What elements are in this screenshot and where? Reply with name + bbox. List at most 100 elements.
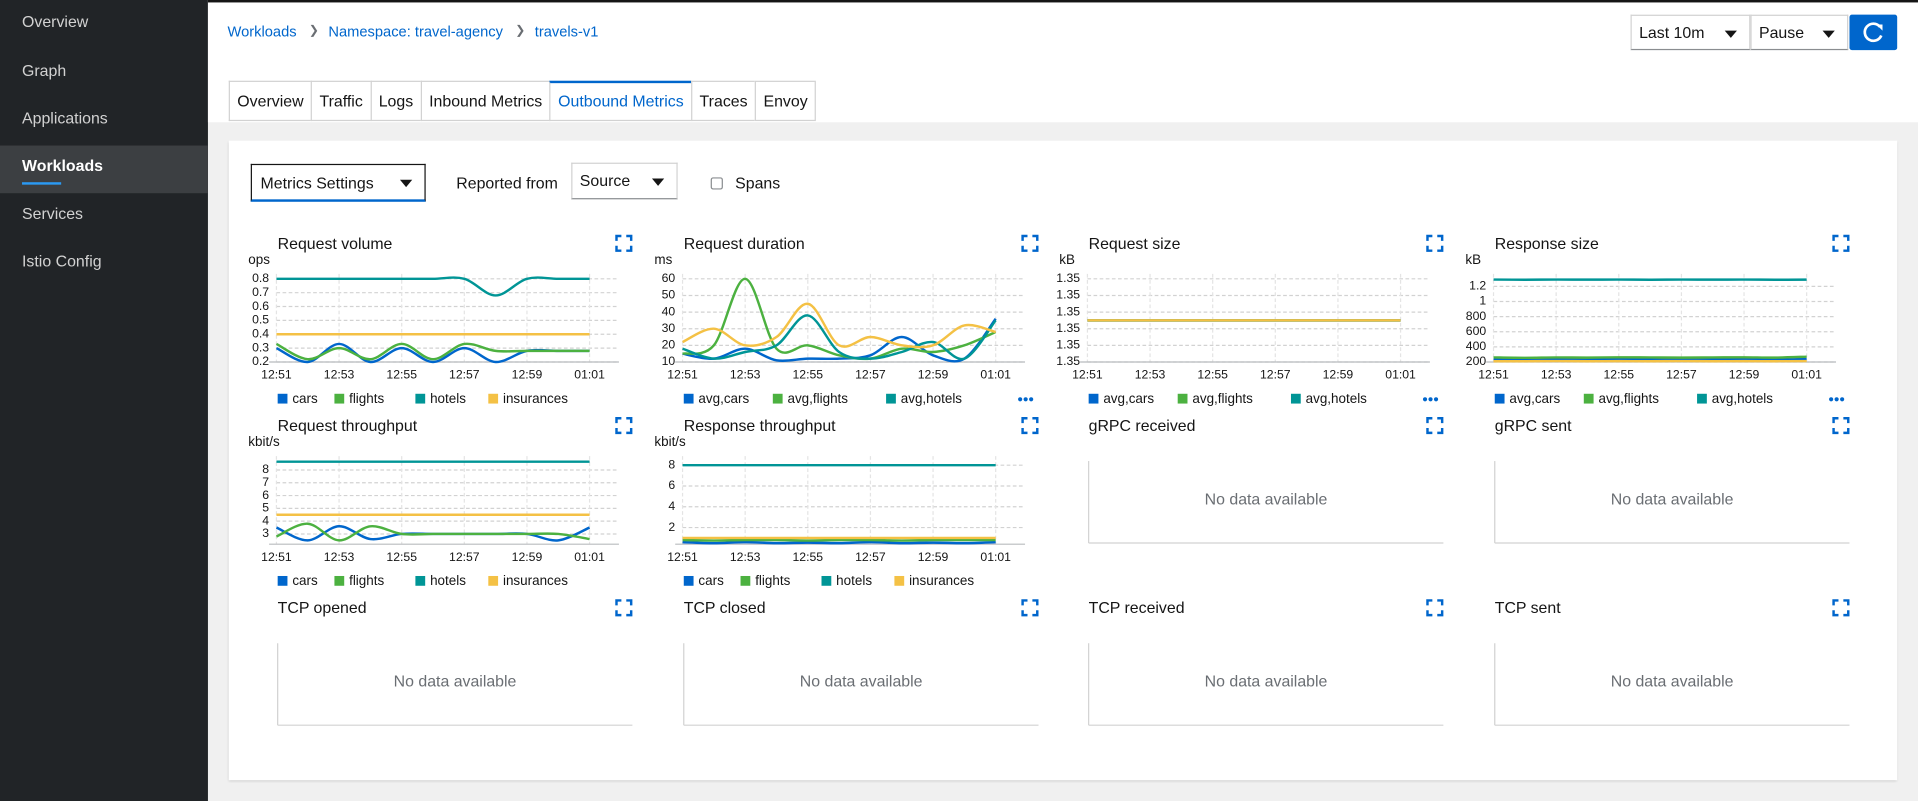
x-tick-label: 01:01: [980, 550, 1011, 564]
expand-icon-corner: [1831, 417, 1838, 424]
legend-more-dot: [1833, 397, 1839, 402]
tab[interactable]: Outbound Metrics: [549, 80, 691, 122]
legend-swatch: [1088, 393, 1099, 404]
expand-icon-corner: [1437, 245, 1444, 252]
legend-swatch: [820, 575, 831, 586]
tabs: Overview Traffic Logs Inbound Metrics Outbou…: [228, 80, 817, 122]
series-line: [276, 276, 590, 297]
breadcrumb-link[interactable]: travels-v1: [534, 23, 599, 41]
legend-more-dot: [1422, 397, 1428, 402]
nav-item[interactable]: Overview: [22, 12, 89, 32]
expand-icon-corner: [1020, 417, 1027, 424]
tab[interactable]: Logs: [370, 80, 421, 122]
x-tick-label: 01:01: [574, 368, 605, 382]
legend-swatch: [885, 393, 896, 404]
series-line: [681, 317, 997, 363]
x-tick-label: 12:53: [1135, 368, 1166, 382]
sidebar: Overview Graph Applications Workloads Servic…: [0, 0, 208, 801]
expand-icon-corner: [1031, 610, 1038, 617]
breadcrumb-link[interactable]: Namespace: travel-agency: [328, 23, 503, 41]
no-data-message: No data available: [1205, 491, 1328, 508]
nav-item[interactable]: Graph: [22, 60, 67, 79]
duration-dropdown[interactable]: Last 10m: [1630, 14, 1751, 51]
y-tick-label: 0.6: [252, 299, 269, 313]
expand-icon-corner: [1031, 245, 1038, 252]
legend-label: avg,hotels: [900, 391, 962, 406]
series-line: [681, 277, 996, 361]
panel-title: TCP closed: [683, 600, 765, 617]
x-tick-label: 12:51: [1478, 368, 1509, 382]
expand-icon-corner: [1426, 417, 1433, 424]
legend-label: avg,cars: [698, 391, 749, 406]
legend-label: insurances: [908, 573, 973, 588]
expand-button[interactable]: [1020, 599, 1038, 617]
expand-icon-corner: [1020, 610, 1027, 617]
x-tick-label: 12:53: [324, 550, 355, 564]
series-line: [681, 302, 996, 349]
expand-button[interactable]: [1020, 234, 1038, 252]
legend-swatch: [1696, 393, 1707, 404]
nav-item[interactable]: Istio Config: [22, 252, 102, 271]
expand-button[interactable]: [1426, 234, 1444, 252]
x-tick-label: 01:01: [1385, 368, 1416, 382]
expand-button[interactable]: [1831, 417, 1849, 435]
y-tick-label: 50: [661, 288, 675, 302]
tab[interactable]: Traffic: [310, 80, 371, 122]
legend-swatch: [277, 393, 288, 404]
spans-checkbox[interactable]: [710, 177, 723, 190]
legend-label: avg,hotels: [1306, 391, 1368, 406]
x-tick-label: 12:59: [1728, 368, 1759, 382]
metrics-settings-dropdown[interactable]: Metrics Settings: [250, 163, 426, 202]
metrics-card: Metrics Settings Reported from Source Spans…: [228, 140, 1898, 781]
series-line: [681, 538, 996, 542]
panel-title: Request size: [1089, 236, 1181, 253]
legend-swatch: [415, 393, 426, 404]
x-tick-label: 12:57: [1666, 368, 1697, 382]
y-axis-unit: kbit/s: [248, 434, 280, 449]
nav-item[interactable]: Services: [22, 204, 84, 223]
expand-icon-corner: [615, 428, 622, 435]
y-tick-label: 600: [1465, 324, 1486, 338]
expand-icon-corner: [1437, 610, 1444, 617]
legend-swatch: [739, 575, 750, 586]
legend-label: flights: [349, 573, 384, 588]
legend-label: cars: [698, 573, 724, 588]
expand-icon-corner: [1842, 610, 1849, 617]
reporter-dropdown[interactable]: Source: [571, 162, 678, 200]
legend-swatch: [1177, 393, 1188, 404]
expand-button[interactable]: [615, 417, 633, 435]
y-tick-label: 0.3: [252, 340, 269, 354]
expand-icon-corner: [626, 417, 633, 424]
nav-item[interactable]: Workloads: [0, 145, 208, 194]
tab[interactable]: Envoy: [754, 80, 817, 122]
tab[interactable]: Overview: [228, 80, 311, 122]
expand-icon-corner: [1020, 234, 1027, 241]
reported-from-label: Reported from: [456, 173, 558, 192]
refresh-button[interactable]: [1849, 14, 1898, 51]
refresh-dropdown[interactable]: Pause: [1750, 14, 1849, 51]
expand-button[interactable]: [1831, 599, 1849, 617]
expand-button[interactable]: [615, 234, 633, 252]
expand-button[interactable]: [1831, 234, 1849, 252]
tab[interactable]: Inbound Metrics: [420, 80, 550, 122]
expand-button[interactable]: [1426, 599, 1444, 617]
expand-button[interactable]: [615, 599, 633, 617]
y-tick-label: 6: [262, 488, 269, 502]
legend-swatch: [277, 575, 288, 586]
expand-icon-corner: [1831, 245, 1838, 252]
panel-title: TCP opened: [278, 600, 367, 617]
y-axis-unit: kB: [1059, 252, 1075, 267]
tab[interactable]: Traces: [690, 80, 755, 122]
breadcrumb-link[interactable]: Workloads: [227, 23, 297, 41]
spans-label: Spans: [735, 173, 781, 192]
x-tick-label: 12:55: [1197, 368, 1228, 382]
series-line: [1492, 355, 1807, 360]
legend-swatch: [772, 393, 782, 404]
expand-button[interactable]: [1020, 417, 1038, 435]
expand-icon-corner: [1831, 610, 1838, 617]
y-axis-unit: kB: [1465, 252, 1481, 267]
expand-button[interactable]: [1426, 417, 1444, 435]
panel-title: TCP sent: [1494, 600, 1560, 617]
nav-item[interactable]: Applications: [22, 108, 108, 127]
